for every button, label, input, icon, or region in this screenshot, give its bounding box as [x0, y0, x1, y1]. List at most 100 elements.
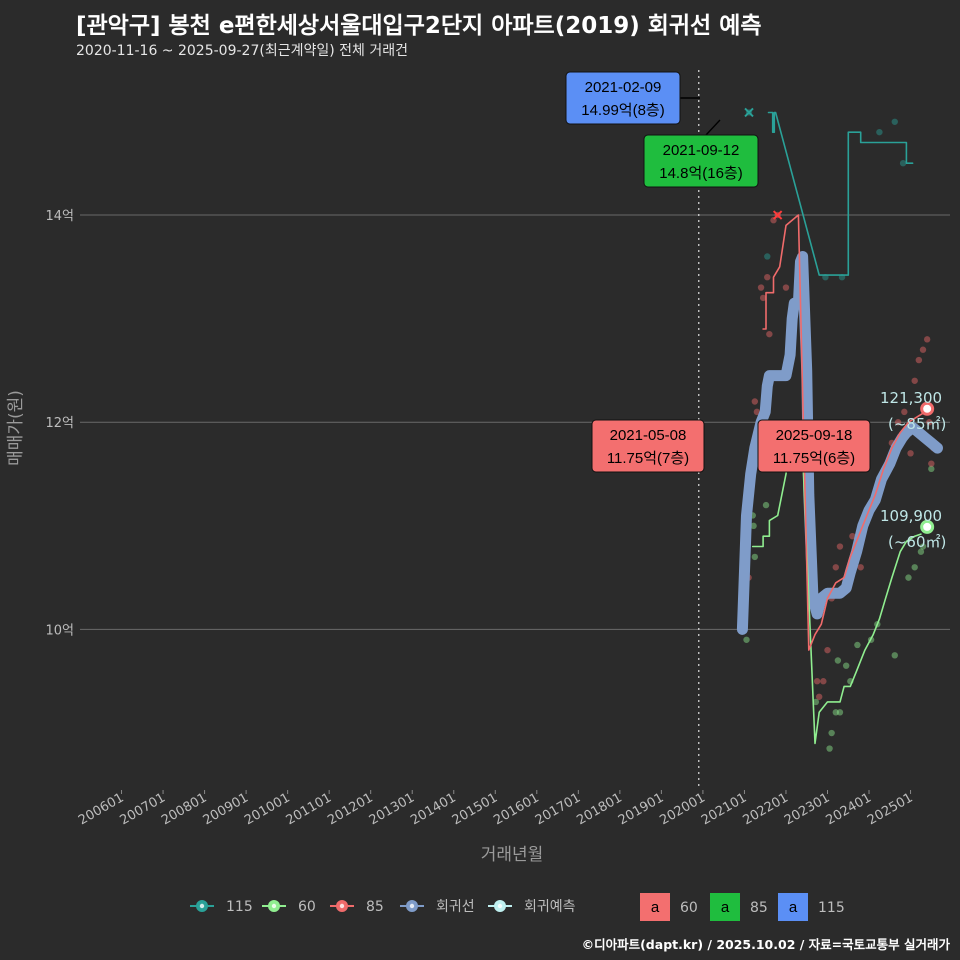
legend-label: 회귀예측	[524, 899, 576, 915]
data-point	[919, 346, 927, 353]
data-point	[828, 729, 835, 737]
data-point	[923, 336, 931, 343]
legend-item: 85	[330, 899, 384, 915]
end-point	[920, 401, 935, 416]
end-value-label: 109,900	[880, 507, 942, 525]
series-line	[762, 214, 926, 651]
y-axis-title: 매매가(원)	[6, 390, 26, 466]
data-point	[832, 709, 839, 716]
legend-box-glyph: a	[651, 899, 660, 916]
annotation-box	[591, 419, 705, 473]
series-layer	[736, 107, 943, 752]
legend-item: 회귀예측	[488, 899, 576, 915]
data-point	[751, 398, 759, 405]
y-tick-label: 14억	[45, 209, 74, 224]
max-marker	[772, 210, 783, 220]
legend-dot-center	[271, 903, 277, 909]
data-point	[901, 408, 908, 416]
data-point	[915, 356, 923, 364]
legend-item: 115	[190, 899, 253, 915]
data-point	[891, 118, 898, 125]
annotation-date: 2021-02-09	[585, 79, 662, 96]
annotation-box	[757, 419, 871, 473]
x-axis-ticks: 2006012007012008012009012010012011012012…	[76, 790, 916, 828]
data-point	[820, 678, 827, 685]
legend-box-item: a 60	[640, 893, 698, 921]
data-point	[836, 709, 844, 716]
data-point	[759, 294, 767, 302]
series-line	[767, 111, 914, 276]
legend-dot-center	[497, 903, 503, 909]
legend-item: 회귀선	[400, 899, 475, 915]
data-point	[757, 284, 765, 291]
x-tick-label: 202101	[699, 790, 749, 828]
data-point	[911, 377, 918, 384]
data-point	[751, 553, 759, 561]
x-tick-label: 201301	[367, 790, 417, 828]
data-point	[766, 330, 773, 338]
data-point	[743, 636, 750, 643]
annotation-date: 2021-05-08	[610, 427, 687, 444]
end-labels: 121,300 (~85㎡) 109,900 (~60㎡)	[880, 389, 946, 551]
source-caption: ©디아파트(dapt.kr) / 2025.10.02 / 자료=국토교통부 실…	[581, 937, 950, 952]
annotation-box	[643, 134, 759, 188]
data-point	[907, 450, 914, 457]
x-tick-label: 201201	[325, 790, 375, 828]
x-tick-label: 200801	[159, 790, 209, 828]
x-tick-label: 201101	[284, 790, 334, 828]
chart-title: [관악구] 봉천 e편한세상서울대입구2단지 아파트(2019) 회귀선 예측	[76, 13, 762, 39]
series-line	[736, 251, 943, 635]
x-tick-label: 202301	[782, 790, 832, 828]
legend-box-glyph: a	[789, 899, 798, 916]
legend-dot-center	[339, 903, 345, 909]
data-point	[928, 460, 935, 467]
x-tick-label: 201001	[242, 790, 292, 828]
chart-subtitle: 2020-11-16 ~ 2025-09-27(최근계약일) 전체 거래건	[76, 43, 408, 59]
x-tick-label: 201901	[616, 790, 666, 828]
data-point	[815, 693, 823, 700]
data-point	[762, 501, 770, 509]
data-point	[876, 128, 883, 136]
annotations: 2021-02-09 14.99억(8층) 2021-09-12 14.8억(16층)…	[565, 71, 871, 473]
x-tick-label: 200901	[201, 790, 251, 828]
annotation-label: 2021-02-09 14.99억(8층)	[565, 71, 700, 125]
data-point	[926, 419, 933, 426]
data-point	[919, 543, 927, 550]
data-point	[891, 652, 898, 659]
legend-box-swatch	[640, 893, 670, 921]
x-tick-label: 200701	[118, 790, 168, 828]
annotation-price: 14.99억(8층)	[581, 102, 664, 119]
x-tick-label: 201701	[533, 790, 583, 828]
legend-dot-center	[199, 903, 205, 909]
legend-item: 60	[262, 899, 316, 915]
x-tick-label: 200601	[76, 790, 126, 828]
legend-box-label: 115	[818, 900, 845, 916]
data-point	[782, 284, 790, 291]
data-point	[911, 564, 918, 571]
data-point	[836, 543, 844, 550]
annotation-box	[565, 71, 681, 125]
annotation-price: 11.75억(6층)	[773, 450, 855, 467]
legend-box-glyph: a	[721, 899, 730, 916]
data-point	[899, 160, 907, 167]
series-line	[751, 452, 922, 745]
data-point	[905, 574, 912, 581]
data-point	[753, 408, 761, 416]
end-unit-label: (~85㎡)	[888, 415, 946, 433]
data-point	[842, 662, 850, 669]
annotation-leader	[705, 119, 721, 136]
annotation-label: 2021-05-08 11.75억(7층)	[591, 419, 705, 473]
data-point	[854, 641, 861, 649]
end-value-label: 121,300	[880, 389, 942, 407]
x-tick-label: 202001	[657, 790, 707, 828]
y-axis-ticks: 10억 12억 14억	[45, 209, 74, 638]
end-point	[920, 519, 935, 534]
legend-label: 회귀선	[436, 899, 475, 915]
data-point	[834, 657, 842, 664]
legend-box-item: a 115	[778, 893, 845, 921]
legend-box-item: a 85	[710, 893, 768, 921]
data-point	[812, 698, 820, 706]
legend-label: 60	[298, 899, 316, 915]
annotation-date: 2025-09-18	[776, 427, 853, 444]
